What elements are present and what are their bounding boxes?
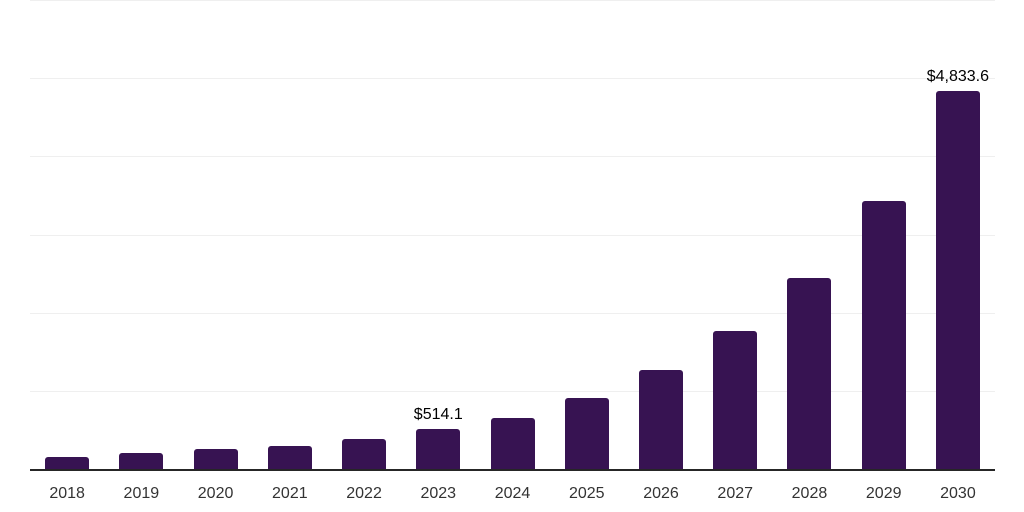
gridline <box>30 234 995 236</box>
x-axis-label-2023: 2023 <box>420 485 457 502</box>
gridline <box>30 156 995 158</box>
bar-2025 <box>564 398 609 469</box>
bar-2029 <box>861 200 906 469</box>
bar-value-label-2023: $514.1 <box>413 405 463 423</box>
x-axis-label-2026: 2026 <box>643 485 679 502</box>
bar-2026 <box>638 369 683 469</box>
bar-2021 <box>267 445 312 469</box>
gridline <box>30 312 995 314</box>
x-axis-label-2025: 2025 <box>568 485 605 502</box>
gridline <box>30 78 995 80</box>
x-axis-label-2021: 2021 <box>272 485 308 502</box>
bar-2023 <box>416 428 461 469</box>
x-axis-label-2028: 2028 <box>791 485 828 502</box>
x-axis-label-2022: 2022 <box>346 485 382 502</box>
bar-2030 <box>935 91 980 469</box>
bar-2020 <box>193 449 238 469</box>
x-axis-label-2029: 2029 <box>865 485 902 502</box>
x-axis-label-2020: 2020 <box>197 485 234 502</box>
gridline <box>30 0 995 1</box>
bar-2028 <box>787 277 832 469</box>
bar-2019 <box>119 452 164 469</box>
gridline <box>30 390 995 392</box>
x-axis-label-2019: 2019 <box>123 485 160 502</box>
bar-2027 <box>713 331 758 469</box>
bar-2018 <box>45 456 90 469</box>
x-axis: 2018 2019 2020 2021 2022 2023 2024 2025 2026 2027… <box>30 484 995 503</box>
plot-area: $514.1 $4,833.6 <box>30 0 995 471</box>
x-axis-label-2027: 2027 <box>717 485 754 502</box>
x-axis-label-2030: 2030 <box>940 485 976 502</box>
x-axis-label-2018: 2018 <box>49 485 85 502</box>
bar-2022 <box>342 439 387 469</box>
bar-2024 <box>490 417 535 469</box>
x-axis-label-2024: 2024 <box>494 485 531 502</box>
x-axis-line <box>30 469 995 471</box>
bar-value-label-2030: $4,833.6 <box>926 68 990 86</box>
